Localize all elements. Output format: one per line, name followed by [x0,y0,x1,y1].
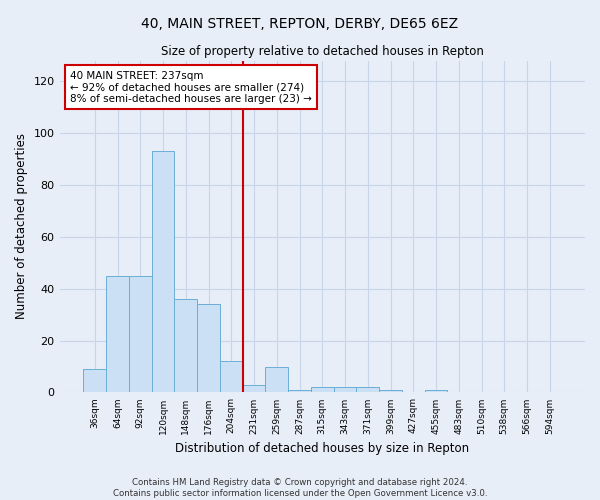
Bar [356,387,379,392]
Bar [152,152,175,392]
Bar [106,276,129,392]
Title: Size of property relative to detached houses in Repton: Size of property relative to detached ho… [161,45,484,58]
Bar [265,366,288,392]
Bar [83,369,106,392]
Bar [334,387,356,392]
Text: 40 MAIN STREET: 237sqm
← 92% of detached houses are smaller (274)
8% of semi-det: 40 MAIN STREET: 237sqm ← 92% of detached… [70,70,312,104]
Bar [197,304,220,392]
Bar [288,390,311,392]
Text: Contains HM Land Registry data © Crown copyright and database right 2024.
Contai: Contains HM Land Registry data © Crown c… [113,478,487,498]
Y-axis label: Number of detached properties: Number of detached properties [15,134,28,320]
Bar [242,384,265,392]
Bar [379,390,402,392]
Bar [175,299,197,392]
X-axis label: Distribution of detached houses by size in Repton: Distribution of detached houses by size … [175,442,469,455]
Bar [311,387,334,392]
Bar [129,276,152,392]
Text: 40, MAIN STREET, REPTON, DERBY, DE65 6EZ: 40, MAIN STREET, REPTON, DERBY, DE65 6EZ [142,18,458,32]
Bar [220,362,242,392]
Bar [425,390,448,392]
